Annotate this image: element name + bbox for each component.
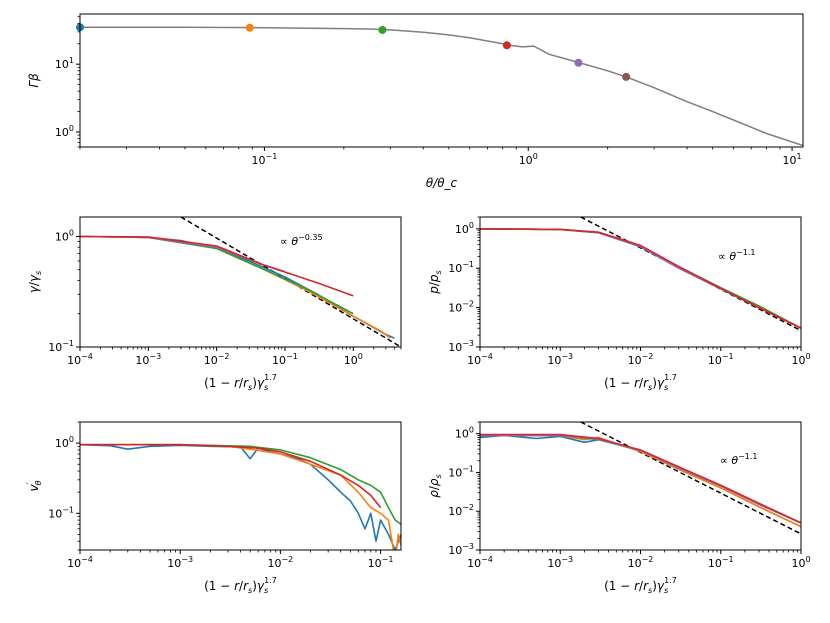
y-axis-label: Γβ bbox=[27, 73, 41, 88]
marker-point-3 bbox=[502, 41, 511, 50]
series-line-0 bbox=[80, 443, 401, 550]
plot-area bbox=[80, 26, 803, 147]
x-tick-label: 10−1 bbox=[368, 555, 394, 570]
x-tick-label: 10−4 bbox=[67, 352, 93, 367]
x-tick-label: 10−2 bbox=[628, 352, 654, 367]
y-tick-label: 10−2 bbox=[448, 300, 474, 315]
series-line-1 bbox=[80, 235, 391, 339]
series-line-0 bbox=[80, 26, 803, 147]
axes-frame bbox=[79, 216, 402, 348]
x-axis-label: (1 − r/rs)γs1.7 bbox=[604, 373, 677, 392]
y-tick-label: 101 bbox=[55, 56, 74, 71]
power-law-annotation: ∝ θ−0.35 bbox=[280, 233, 323, 248]
x-axis-label: (1 − r/rs)γs1.7 bbox=[604, 576, 677, 595]
marker-point-2 bbox=[378, 25, 387, 34]
series-line-4 bbox=[480, 228, 801, 329]
x-tick-label: 10−3 bbox=[547, 352, 573, 367]
x-axis-label: (1 − r/rs)γs1.7 bbox=[204, 576, 277, 595]
power-law-line bbox=[180, 217, 401, 347]
plot-area bbox=[80, 217, 401, 347]
series-line-3 bbox=[480, 228, 801, 329]
y-tick-label: 100 bbox=[455, 221, 474, 236]
series-line-1 bbox=[480, 434, 801, 528]
velocity-panel: 10−4 10−3 10−2 10−1 10−1 100 (1 − r/rs)γs1.7 v′… bbox=[26, 421, 402, 595]
series-line-0 bbox=[480, 434, 801, 528]
y-tick-label: 10−3 bbox=[448, 339, 474, 354]
series-line-2 bbox=[480, 228, 801, 329]
y-tick-label: 100 bbox=[55, 228, 74, 243]
x-tick-label: 10−2 bbox=[204, 352, 230, 367]
x-tick-label: 10−1 bbox=[708, 555, 734, 570]
y-tick-label: 10−1 bbox=[48, 505, 74, 520]
series-line-0 bbox=[480, 228, 801, 329]
x-tick-label: 100 bbox=[519, 152, 538, 167]
y-axis-label: ρ/ρs bbox=[427, 474, 443, 497]
y-tick-label: 100 bbox=[455, 426, 474, 441]
y-tick-label: 10−3 bbox=[448, 542, 474, 557]
plot-area bbox=[480, 422, 801, 535]
power-law-annotation: ∝ θ−1.1 bbox=[718, 248, 756, 263]
axes-frame bbox=[479, 216, 802, 348]
x-tick-label: 10−2 bbox=[267, 555, 293, 570]
y-tick-label: 10−1 bbox=[448, 260, 474, 275]
x-tick-label: 10−1 bbox=[708, 352, 734, 367]
series-line-4 bbox=[480, 433, 801, 524]
plot-area bbox=[80, 443, 401, 550]
y-tick-label: 10−1 bbox=[448, 464, 474, 479]
power-law-line bbox=[580, 422, 801, 535]
axes-frame bbox=[479, 421, 802, 551]
plot-area bbox=[480, 217, 801, 332]
x-tick-label: 10−1 bbox=[252, 152, 278, 167]
x-tick-label: 10−4 bbox=[467, 352, 493, 367]
x-tick-label: 100 bbox=[344, 352, 363, 367]
x-tick-label: 10−3 bbox=[167, 555, 193, 570]
x-tick-label: 10−4 bbox=[67, 555, 93, 570]
gamma-panel: 10−4 10−3 10−2 10−1 100 10−1 100 (1 − r/rs)γs1.… bbox=[27, 216, 402, 392]
x-tick-label: 10−1 bbox=[272, 352, 298, 367]
marker-point-5 bbox=[622, 72, 631, 81]
y-tick-label: 100 bbox=[55, 435, 74, 450]
x-tick-label: 10−3 bbox=[547, 555, 573, 570]
x-axis-label: (1 − r/rs)γs1.7 bbox=[204, 373, 277, 392]
power-law-annotation: ∝ θ−1.1 bbox=[720, 452, 758, 467]
x-axis-label: θ/θ_c bbox=[426, 176, 458, 190]
series-line-1 bbox=[480, 228, 801, 329]
x-tick-label: 10−3 bbox=[135, 352, 161, 367]
axes-frame bbox=[79, 13, 804, 148]
y-tick-label: 100 bbox=[55, 124, 74, 139]
x-tick-label: 100 bbox=[791, 555, 810, 570]
marker-point-1 bbox=[245, 23, 254, 32]
lorentz-panel: 10−1 100 101 100 101 θ/θ_c Γβ bbox=[27, 13, 804, 190]
x-tick-label: 10−2 bbox=[628, 555, 654, 570]
series-line-0 bbox=[80, 235, 395, 339]
y-axis-label: p/ps bbox=[427, 270, 443, 294]
series-line-2 bbox=[80, 443, 401, 525]
series-line-4 bbox=[80, 235, 354, 297]
x-tick-label: 100 bbox=[791, 352, 810, 367]
y-axis-label: v′θ bbox=[26, 480, 43, 491]
marker-point-4 bbox=[574, 58, 583, 67]
x-tick-label: 10−4 bbox=[467, 555, 493, 570]
series-line-3 bbox=[80, 443, 382, 509]
y-tick-label: 10−1 bbox=[48, 339, 74, 354]
y-axis-label: γ/γs bbox=[27, 271, 43, 293]
x-tick-label: 101 bbox=[783, 152, 802, 167]
y-tick-label: 10−2 bbox=[448, 503, 474, 518]
series-line-2 bbox=[80, 235, 354, 315]
